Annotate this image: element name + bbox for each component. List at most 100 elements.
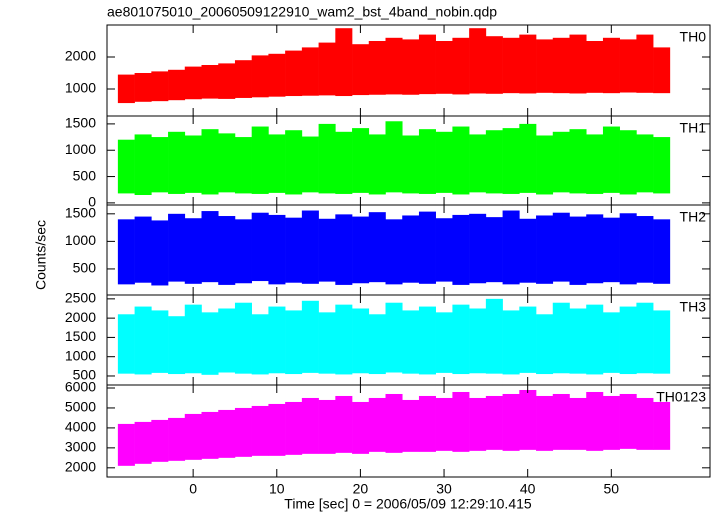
y-tick-label: 1500: [65, 328, 96, 344]
series: [117, 210, 671, 286]
band-segment: [602, 395, 620, 450]
band-segment: [285, 217, 303, 283]
panel-frame: [106, 384, 711, 478]
band-segment: [452, 304, 470, 375]
band-segment: [418, 34, 436, 95]
band-segment: [201, 312, 219, 375]
band-segment: [251, 126, 269, 194]
band-segment: [318, 42, 336, 96]
band-segment: [151, 310, 169, 373]
band-segment: [485, 36, 503, 94]
band-segment: [134, 306, 152, 375]
panel-label: TH3: [680, 299, 707, 315]
y-tick-label: 4000: [65, 419, 96, 435]
band-segment: [636, 134, 654, 193]
band-segment: [268, 214, 286, 285]
band-segment: [502, 210, 520, 285]
band-segment: [285, 130, 303, 195]
band-segment: [352, 216, 370, 284]
band-segment: [268, 306, 286, 374]
band-segment: [268, 403, 286, 456]
band-segment: [117, 423, 135, 466]
band-segment: [536, 39, 554, 93]
band-segment: [402, 310, 420, 374]
band-segment: [536, 135, 554, 195]
band-segment: [352, 44, 370, 96]
band-segment: [134, 216, 152, 283]
band-segment: [435, 397, 453, 451]
band-segment: [519, 123, 537, 193]
band-segment: [586, 40, 604, 93]
band-segment: [117, 219, 135, 285]
band-segment: [168, 316, 186, 375]
band-segment: [218, 308, 236, 373]
y-tick-label: 3000: [65, 439, 96, 455]
series: [117, 121, 671, 195]
y-tick-label: 500: [73, 260, 97, 276]
band-segment: [368, 314, 386, 375]
band-segment: [569, 129, 587, 194]
band-segment: [619, 39, 637, 93]
band-segment: [368, 134, 386, 195]
band-segment: [402, 39, 420, 95]
band-segment: [485, 395, 503, 450]
band-segment: [619, 393, 637, 449]
band-segment: [352, 128, 370, 193]
band-segment: [602, 126, 620, 193]
band-segment: [335, 28, 353, 97]
band-segment: [168, 213, 186, 282]
band-segment: [519, 389, 537, 450]
band-segment: [435, 218, 453, 282]
band-segment: [151, 419, 169, 462]
band-segment: [452, 37, 470, 95]
band-segment: [519, 306, 537, 373]
band-segment: [653, 137, 671, 194]
y-tick-label: 1000: [65, 232, 96, 248]
band-segment: [251, 314, 269, 375]
band-segment: [301, 47, 319, 96]
band-segment: [519, 34, 537, 94]
band-segment: [301, 136, 319, 193]
y-tick-label: 2000: [65, 48, 96, 64]
band-segment: [368, 212, 386, 283]
band-segment: [318, 399, 336, 454]
band-segment: [452, 126, 470, 195]
band-segment: [636, 34, 654, 93]
band-segment: [134, 72, 152, 102]
band-segment: [385, 121, 403, 193]
y-tick-label: 500: [73, 167, 97, 183]
band-segment: [184, 135, 202, 193]
x-tick-label: 10: [269, 481, 285, 497]
series: [117, 28, 671, 104]
band-segment: [502, 37, 520, 94]
band-segment: [636, 216, 654, 283]
band-segment: [636, 302, 654, 374]
band-segment: [385, 393, 403, 453]
y-tick-label: 1500: [65, 115, 96, 131]
band-segment: [234, 137, 252, 194]
band-segment: [536, 215, 554, 284]
y-tick-label: 2000: [65, 459, 96, 475]
band-segment: [602, 217, 620, 283]
band-segment: [285, 50, 303, 97]
band-segment: [385, 302, 403, 373]
band-segment: [586, 214, 604, 284]
band-segment: [184, 218, 202, 284]
band-segment: [452, 391, 470, 452]
band-segment: [418, 306, 436, 375]
band-segment: [619, 306, 637, 375]
panel-label: TH1: [680, 120, 707, 136]
y-tick-label: 1000: [65, 141, 96, 157]
band-segment: [569, 216, 587, 285]
band-segment: [168, 131, 186, 194]
band-segment: [117, 74, 135, 104]
band-segment: [234, 302, 252, 374]
band-segment: [301, 397, 319, 454]
band-segment: [201, 411, 219, 459]
y-tick-label: 5000: [65, 399, 96, 415]
band-segment: [536, 395, 554, 451]
band-segment: [318, 218, 336, 282]
band-segment: [285, 401, 303, 455]
